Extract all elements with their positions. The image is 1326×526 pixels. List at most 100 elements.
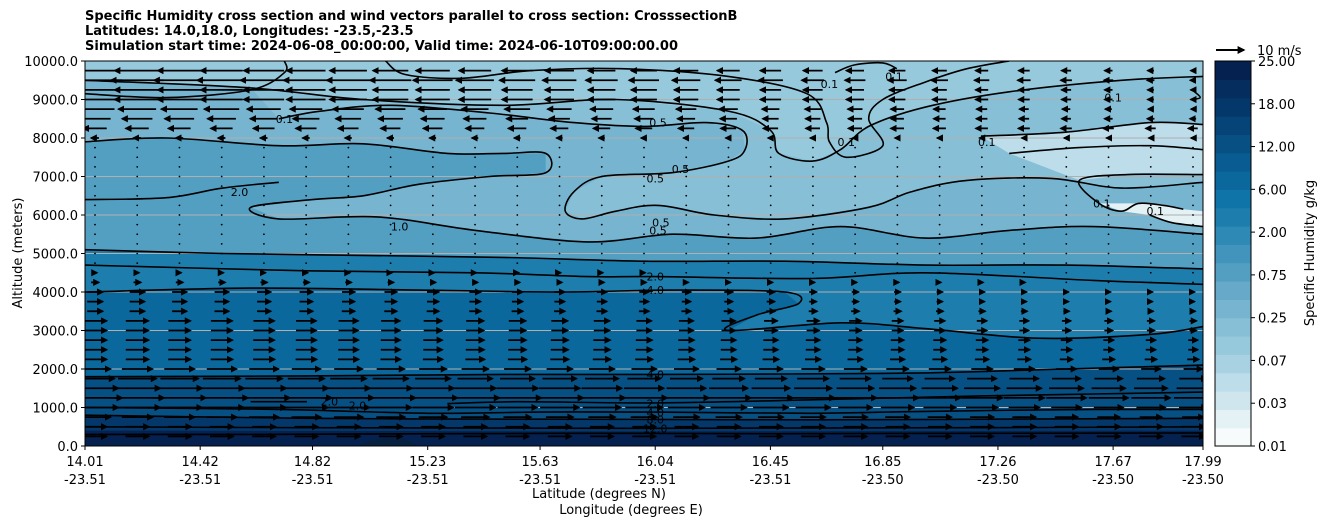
wind-vector bbox=[516, 223, 519, 226]
wind-vector bbox=[1023, 156, 1025, 159]
wind-vector bbox=[938, 214, 941, 216]
wind-vector bbox=[600, 156, 603, 159]
colorbar-tick-label-9: 25.00 bbox=[1258, 55, 1295, 70]
contour-line-12 bbox=[85, 248, 1203, 270]
wind-vector bbox=[94, 204, 96, 207]
x-tick-lat-7: 16.85 bbox=[864, 455, 901, 470]
colorbar-segment-15 bbox=[1215, 152, 1251, 172]
wind-vector bbox=[389, 156, 392, 159]
wind-vector bbox=[769, 175, 772, 178]
x-tick-lon-7: -23.50 bbox=[862, 473, 904, 488]
wind-vector bbox=[305, 156, 308, 159]
contour-line-11 bbox=[85, 181, 279, 201]
wind-legend-label: 10 m/s bbox=[1257, 44, 1302, 59]
colorbar-segment-12 bbox=[1215, 207, 1251, 227]
wind-vector bbox=[558, 214, 561, 216]
wind-vector bbox=[558, 175, 561, 178]
y-tick-label-10: 10000.0 bbox=[24, 55, 78, 70]
wind-vector bbox=[220, 242, 223, 245]
wind-vector bbox=[854, 175, 857, 178]
wind-vector bbox=[1065, 156, 1068, 159]
wind-vector bbox=[854, 194, 857, 197]
x-tick-lon-4: -23.51 bbox=[519, 473, 561, 488]
wind-vector bbox=[516, 156, 519, 159]
wind-vector bbox=[263, 175, 265, 178]
wind-vector bbox=[220, 214, 223, 216]
wind-vector bbox=[769, 233, 772, 236]
wind-vector bbox=[220, 262, 223, 265]
wind-vector bbox=[643, 204, 645, 207]
wind-vector bbox=[896, 252, 899, 255]
wind-vector bbox=[347, 194, 350, 197]
wind-vector bbox=[136, 214, 139, 216]
colorbar-segment-0 bbox=[1215, 427, 1251, 447]
wind-vector bbox=[1192, 146, 1194, 149]
wind-vector bbox=[1192, 233, 1194, 236]
wind-vector bbox=[727, 194, 730, 197]
wind-vector bbox=[812, 233, 814, 236]
wind-vector bbox=[347, 156, 350, 159]
contour-label-9: 0.5 bbox=[672, 163, 690, 176]
wind-vector bbox=[136, 175, 139, 178]
wind-vector bbox=[347, 233, 350, 236]
contour-label-12: 0.5 bbox=[649, 224, 667, 237]
wind-vector bbox=[812, 175, 814, 178]
wind-vector bbox=[516, 185, 519, 188]
wind-vector bbox=[685, 271, 688, 274]
wind-vector bbox=[474, 165, 476, 168]
colorbar-segment-16 bbox=[1215, 134, 1251, 154]
wind-vector bbox=[347, 214, 350, 216]
wind-vector bbox=[347, 204, 350, 207]
wind-vector bbox=[600, 165, 603, 168]
wind-vector bbox=[769, 156, 772, 159]
wind-vector bbox=[1107, 204, 1110, 207]
colorbar-segment-3 bbox=[1215, 372, 1251, 392]
wind-vector bbox=[263, 262, 265, 265]
x-tick-lon-8: -23.50 bbox=[977, 473, 1019, 488]
wind-vector bbox=[558, 204, 561, 207]
wind-vector bbox=[389, 242, 392, 245]
wind-vector bbox=[769, 262, 772, 265]
wind-vector bbox=[1192, 156, 1194, 159]
wind-vector bbox=[1023, 271, 1025, 274]
wind-vector bbox=[178, 242, 181, 245]
y-tick-label-0: 0.0 bbox=[57, 440, 78, 455]
wind-vector bbox=[854, 204, 857, 207]
wind-vector bbox=[558, 185, 561, 188]
colorbar-segment-6 bbox=[1215, 317, 1251, 337]
wind-vector bbox=[178, 262, 181, 265]
wind-vector bbox=[220, 156, 223, 159]
wind-vector bbox=[305, 175, 308, 178]
wind-vector bbox=[1192, 271, 1194, 274]
wind-vector bbox=[305, 165, 308, 168]
wind-vector bbox=[305, 242, 308, 245]
wind-vector bbox=[516, 252, 519, 255]
wind-vector bbox=[1023, 214, 1025, 216]
wind-vector bbox=[1065, 262, 1068, 265]
wind-vector bbox=[1065, 165, 1068, 168]
wind-vector bbox=[812, 194, 814, 197]
wind-vector bbox=[474, 175, 476, 178]
wind-vector bbox=[431, 185, 434, 188]
y-tick-label-6: 6000.0 bbox=[33, 209, 79, 224]
wind-vector bbox=[1149, 262, 1152, 265]
wind-vector bbox=[178, 175, 181, 178]
wind-vector bbox=[1149, 175, 1152, 178]
y-tick-label-3: 3000.0 bbox=[33, 325, 79, 340]
wind-vector bbox=[347, 146, 350, 149]
wind-vector bbox=[600, 242, 603, 245]
contour-label-8: 0.5 bbox=[649, 117, 667, 130]
wind-vector bbox=[136, 223, 139, 226]
wind-vector bbox=[1065, 175, 1068, 178]
wind-vector bbox=[938, 185, 941, 188]
wind-vector bbox=[474, 242, 476, 245]
fill-band-top-dry bbox=[85, 61, 1203, 162]
wind-vector bbox=[263, 252, 265, 255]
wind-vector bbox=[896, 165, 899, 168]
wind-vector bbox=[896, 194, 899, 197]
wind-vector bbox=[685, 204, 688, 207]
contour-line-13 bbox=[85, 264, 1203, 286]
wind-vector bbox=[389, 214, 392, 216]
wind-vector bbox=[854, 185, 857, 188]
contour-label-1: 0.1 bbox=[821, 78, 839, 91]
